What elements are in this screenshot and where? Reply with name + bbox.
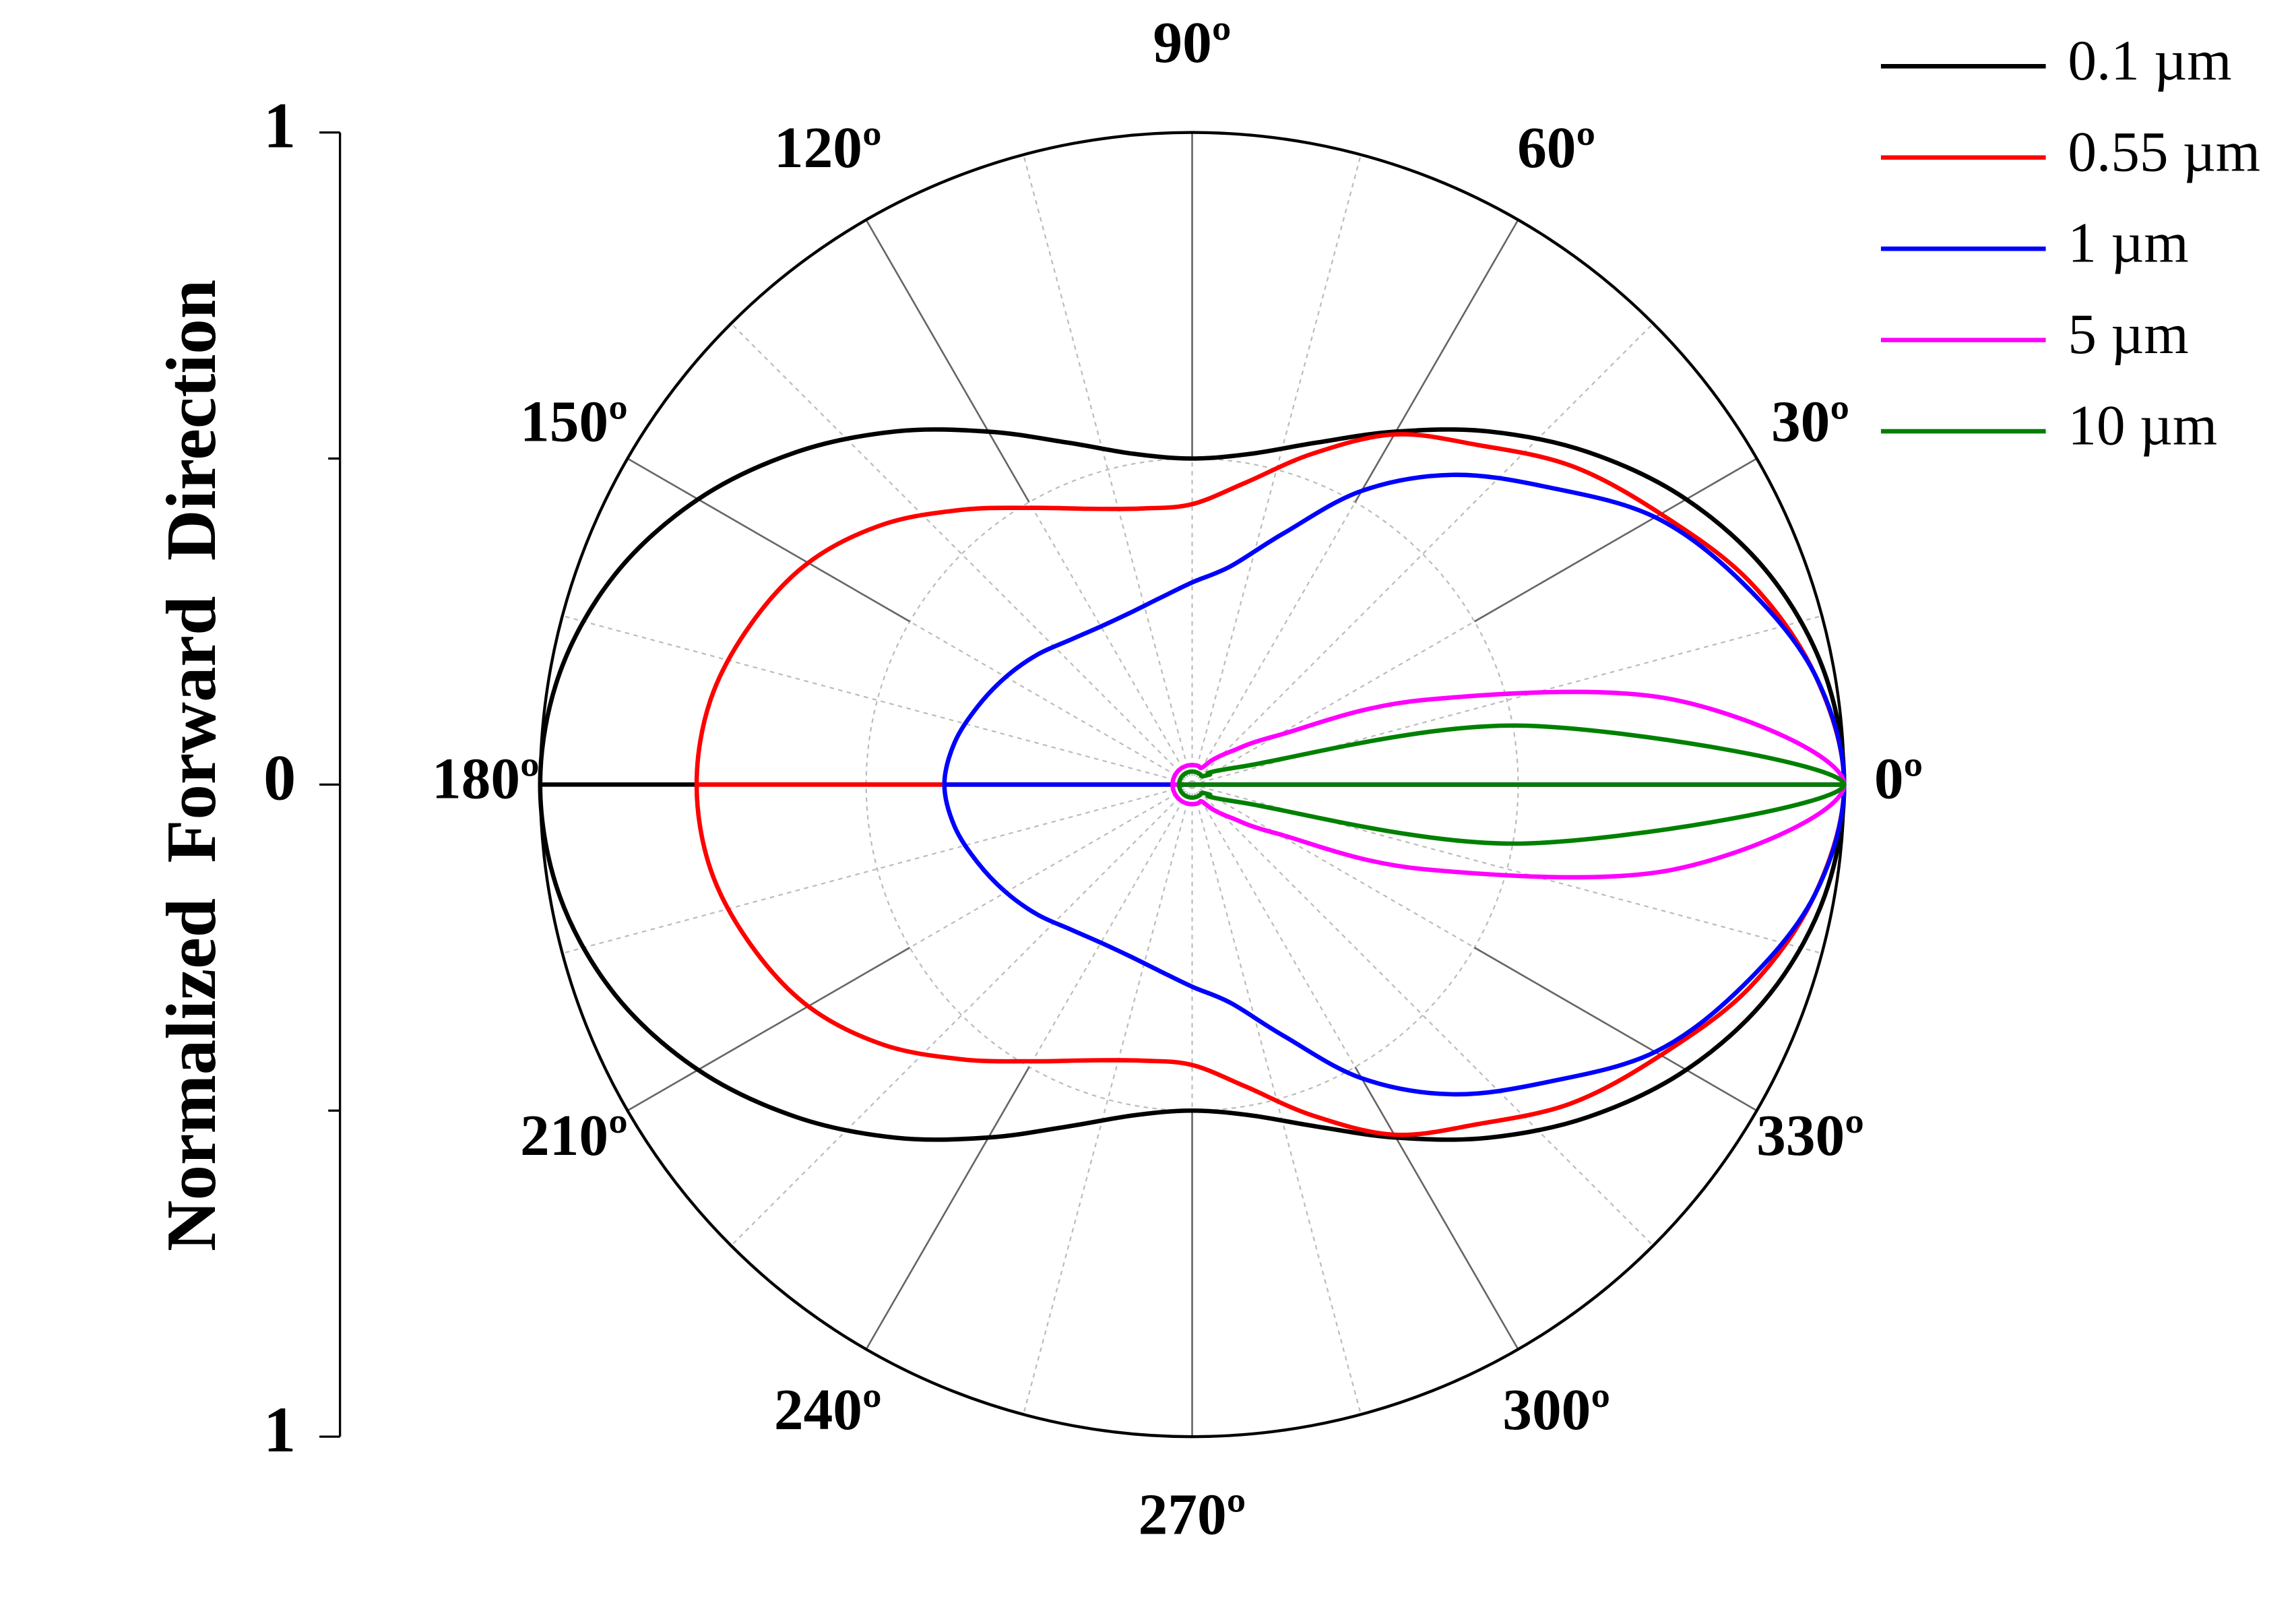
theta-minor-grid [730, 784, 1193, 1247]
theta-minor-grid [730, 323, 1193, 786]
theta-grid [627, 947, 911, 1112]
theta-minor-grid [1023, 784, 1193, 1415]
y-axis-title: Normalized Forward Direction [152, 280, 230, 1251]
legend-label: 5 µm [2068, 303, 2188, 366]
theta-minor-grid [1023, 154, 1193, 785]
theta-grid [865, 219, 1030, 503]
legend-label: 1 µm [2068, 212, 2188, 275]
theta-tick-label: 270º [1139, 1482, 1246, 1547]
theta-tick-label: 210º [520, 1102, 628, 1168]
y-tick-label: 1 [263, 1393, 296, 1466]
theta-minor-grid [562, 784, 1192, 954]
theta-minor-grid [1191, 784, 1654, 1247]
theta-minor-grid [562, 615, 1192, 786]
theta-grid-inner [1191, 784, 1475, 949]
theta-tick-label: 120º [774, 115, 882, 180]
theta-tick-label: 60º [1517, 115, 1595, 180]
theta-grid-inner [1028, 784, 1193, 1067]
theta-tick-label: 240º [774, 1377, 882, 1442]
legend-label: 10 µm [2068, 394, 2217, 458]
theta-grid-inner [1028, 501, 1193, 785]
theta-grid [865, 1066, 1030, 1350]
theta-tick-label: 90º [1153, 9, 1231, 75]
theta-minor-grid [1191, 784, 1362, 1415]
theta-minor-grid [1191, 323, 1654, 786]
legend-label: 0.1 µm [2068, 29, 2231, 92]
theta-tick-label: 330º [1756, 1102, 1864, 1168]
theta-grid [1473, 458, 1758, 623]
theta-tick-label: 300º [1502, 1377, 1610, 1442]
theta-grid-inner [1191, 784, 1356, 1067]
theta-tick-label: 0º [1874, 745, 1923, 811]
theta-grid [1473, 947, 1758, 1112]
theta-grid [627, 458, 911, 623]
theta-grid-inner [909, 784, 1193, 949]
y-tick-label: 1 [263, 90, 296, 162]
y-tick-label: 0 [263, 741, 296, 813]
legend-label: 0.55 µm [2068, 120, 2260, 183]
theta-grid [1354, 219, 1519, 503]
theta-minor-grid [1191, 154, 1362, 785]
theta-tick-label: 30º [1771, 389, 1849, 454]
theta-grid [1354, 1066, 1519, 1350]
theta-grid-inner [909, 621, 1193, 786]
theta-tick-label: 150º [520, 389, 628, 454]
theta-grid-inner [1191, 501, 1356, 785]
theta-grid-inner [1191, 621, 1475, 786]
theta-tick-label: 180º [432, 745, 540, 811]
